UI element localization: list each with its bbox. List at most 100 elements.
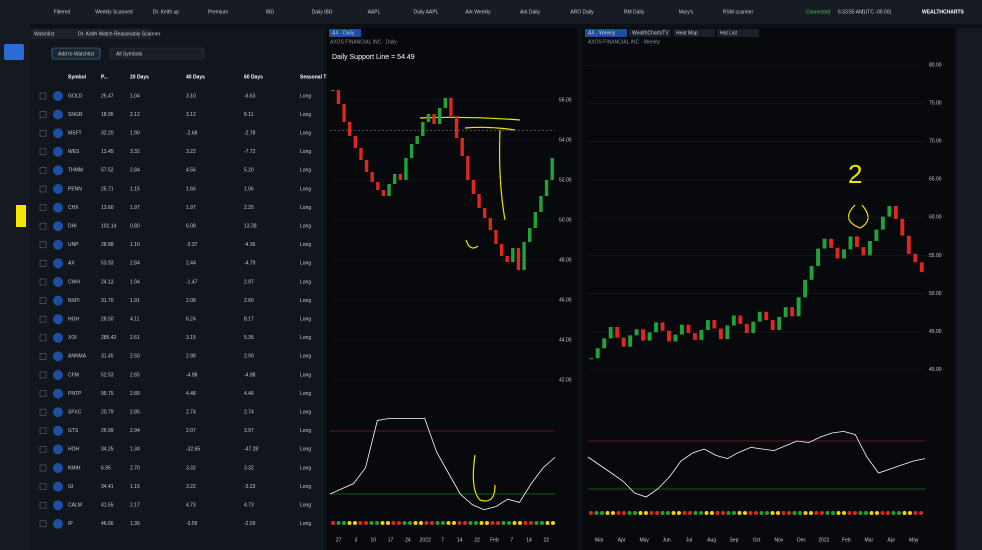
nav-tab[interactable]: Ark Weekly	[465, 9, 491, 15]
chart-tab-label[interactable]: Heat Map	[676, 30, 698, 36]
watchlist-tab[interactable]: Watchlist	[34, 31, 55, 37]
symbol[interactable]: CFM	[68, 372, 79, 378]
signal-dot	[616, 511, 621, 515]
nav-tab[interactable]: Dr. Keith up	[153, 9, 179, 15]
row-checkbox[interactable]	[39, 353, 47, 360]
y-tick-label: 52.00	[559, 177, 572, 183]
symbol[interactable]: GI	[68, 484, 73, 490]
symbol[interactable]: WES	[68, 149, 80, 155]
add-button-label[interactable]: Add to Watchlist	[58, 51, 95, 57]
candle	[731, 315, 736, 326]
cell: 1.97	[130, 205, 140, 211]
chart-tab[interactable]	[585, 29, 627, 37]
row-checkbox[interactable]	[39, 297, 47, 304]
row-checkbox[interactable]	[39, 167, 47, 174]
color-swatch[interactable]	[16, 205, 26, 227]
row-checkbox[interactable]	[39, 241, 47, 249]
symbol[interactable]: GOLD	[68, 93, 83, 99]
signal-dot	[693, 511, 698, 515]
symbol[interactable]: PNTP	[68, 391, 82, 397]
symbol[interactable]: HOH	[68, 447, 80, 453]
cell: Long	[300, 224, 311, 230]
row-checkbox[interactable]	[39, 520, 47, 528]
candle	[421, 122, 425, 136]
symbol[interactable]: MSFT	[68, 131, 82, 137]
chart-tab[interactable]	[629, 29, 671, 37]
filter-select[interactable]	[109, 47, 205, 60]
nav-tab[interactable]: Mary's	[679, 9, 694, 15]
symbol[interactable]: XOI	[68, 335, 77, 341]
nav-tab[interactable]: Daily IBD	[312, 9, 333, 15]
row-checkbox[interactable]	[39, 464, 47, 472]
signal-dot	[688, 511, 692, 515]
chart-tab[interactable]	[329, 29, 361, 37]
symbol[interactable]: ANNMA	[68, 354, 87, 360]
symbol[interactable]: DHI	[68, 224, 77, 230]
symbol[interactable]: UNP	[68, 242, 79, 248]
row-checkbox[interactable]	[39, 483, 47, 490]
row-checkbox[interactable]	[39, 371, 47, 379]
nav-tab[interactable]: Ark Daily	[520, 9, 541, 15]
chart-tab-label[interactable]: WealthChartsTV	[632, 30, 669, 36]
signal-dot	[754, 511, 758, 515]
row-checkbox[interactable]	[39, 446, 47, 453]
row-checkbox[interactable]	[39, 408, 47, 416]
row-checkbox[interactable]	[39, 278, 47, 286]
symbol[interactable]: CHX	[68, 205, 79, 211]
nav-tab[interactable]: Daily AAPL	[413, 9, 438, 15]
nav-tab[interactable]: Filtered	[54, 9, 71, 15]
scanner-name[interactable]: Dr. Keith Watch Reasonably Scanner	[78, 31, 161, 37]
row-checkbox[interactable]	[39, 260, 47, 267]
row-checkbox[interactable]	[39, 390, 47, 397]
nav-tab[interactable]: Weekly Scanned	[95, 9, 133, 15]
symbol[interactable]: KMIH	[68, 465, 81, 471]
cell: 0.80	[130, 224, 140, 230]
chart-tab[interactable]	[717, 29, 759, 37]
row-icon	[53, 91, 63, 101]
row-checkbox[interactable]	[39, 148, 47, 156]
symbol[interactable]: THMM	[68, 168, 83, 174]
row-checkbox[interactable]	[39, 204, 47, 211]
symbol[interactable]: PENN	[68, 186, 82, 192]
top-bar	[0, 0, 982, 24]
signal-dot	[682, 511, 687, 515]
row-checkbox[interactable]	[39, 427, 47, 435]
row-checkbox[interactable]	[39, 92, 47, 100]
y-tick-label: 48.00	[559, 257, 572, 263]
symbol[interactable]: SFXC	[68, 410, 82, 416]
symbol[interactable]: CALM	[68, 503, 82, 509]
nav-tab[interactable]: ARO Daily	[570, 9, 594, 15]
chart-tab-label[interactable]: AX - Weekly	[588, 30, 616, 36]
nav-tab[interactable]: RM Daily	[624, 9, 645, 15]
signal-dot	[633, 511, 637, 515]
x-tick-label: Apr	[887, 537, 895, 543]
symbol[interactable]: CWH	[68, 279, 80, 285]
row-checkbox[interactable]	[39, 129, 47, 137]
row-checkbox[interactable]	[39, 334, 47, 342]
annotation: 2	[848, 159, 862, 189]
candle	[822, 238, 827, 249]
row-checkbox[interactable]	[39, 185, 47, 193]
row-checkbox[interactable]	[39, 222, 47, 230]
symbol[interactable]: GTS	[68, 428, 79, 434]
symbol[interactable]: NXPI	[68, 298, 80, 304]
row-checkbox[interactable]	[39, 315, 47, 323]
row-checkbox[interactable]	[39, 501, 47, 509]
nav-tab[interactable]: RSM scanner	[723, 9, 754, 15]
symbol[interactable]: IP	[68, 521, 73, 527]
nav-tab[interactable]: Premium	[208, 9, 228, 15]
symbol[interactable]: HGH	[68, 317, 80, 323]
add-button[interactable]	[4, 44, 24, 60]
nav-tab[interactable]: IBD	[266, 9, 275, 15]
row-checkbox[interactable]	[39, 111, 47, 118]
symbol[interactable]: SNGR	[68, 112, 83, 118]
chart-tab-label[interactable]: AX - Daily	[332, 30, 355, 36]
nav-tab[interactable]: AAPL	[368, 9, 381, 15]
row-icon	[53, 314, 63, 325]
filter-label[interactable]: All Symbols	[116, 51, 143, 57]
add-watchlist-button[interactable]	[51, 47, 101, 60]
chart-tab[interactable]	[673, 29, 715, 37]
candle	[398, 174, 402, 180]
chart-tab-label[interactable]: Hot List	[720, 30, 738, 36]
symbol[interactable]: AX	[68, 261, 75, 267]
